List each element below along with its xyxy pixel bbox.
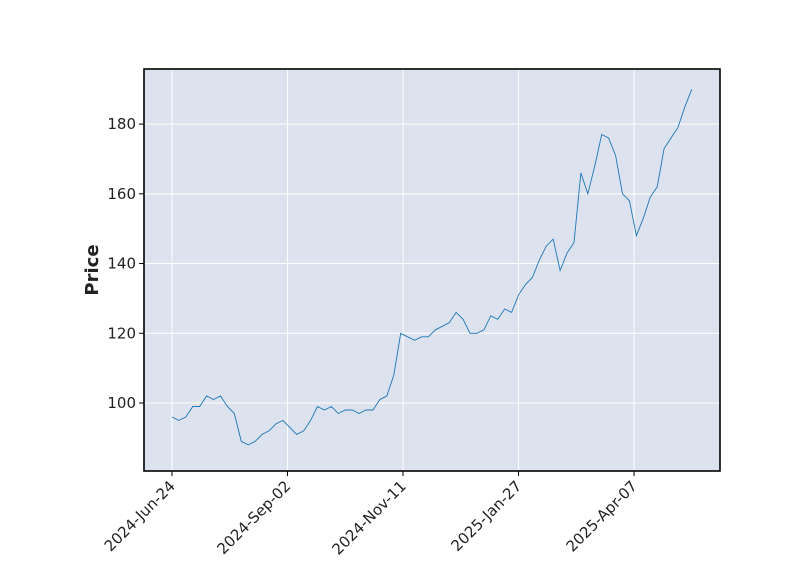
price-line — [171, 89, 693, 446]
y-tick-label: 120 — [107, 324, 136, 342]
plot-area — [144, 69, 720, 471]
y-tick-label: 180 — [107, 115, 136, 133]
y-axis-label: Price — [82, 244, 103, 295]
x-tick-label: 2024-Nov-11 — [329, 477, 410, 558]
x-tick-label: 2024-Sep-02 — [213, 477, 294, 558]
y-tick-label: 160 — [107, 185, 136, 203]
y-tick-label: 140 — [107, 255, 136, 273]
x-tick-label: 2025-Jan-27 — [448, 477, 526, 555]
x-tick-label: 2024-Jun-24 — [101, 477, 179, 555]
x-tick-label: 2025-Apr-07 — [563, 477, 641, 555]
plot-frame — [143, 68, 721, 472]
y-tick-label: 100 — [107, 394, 136, 412]
